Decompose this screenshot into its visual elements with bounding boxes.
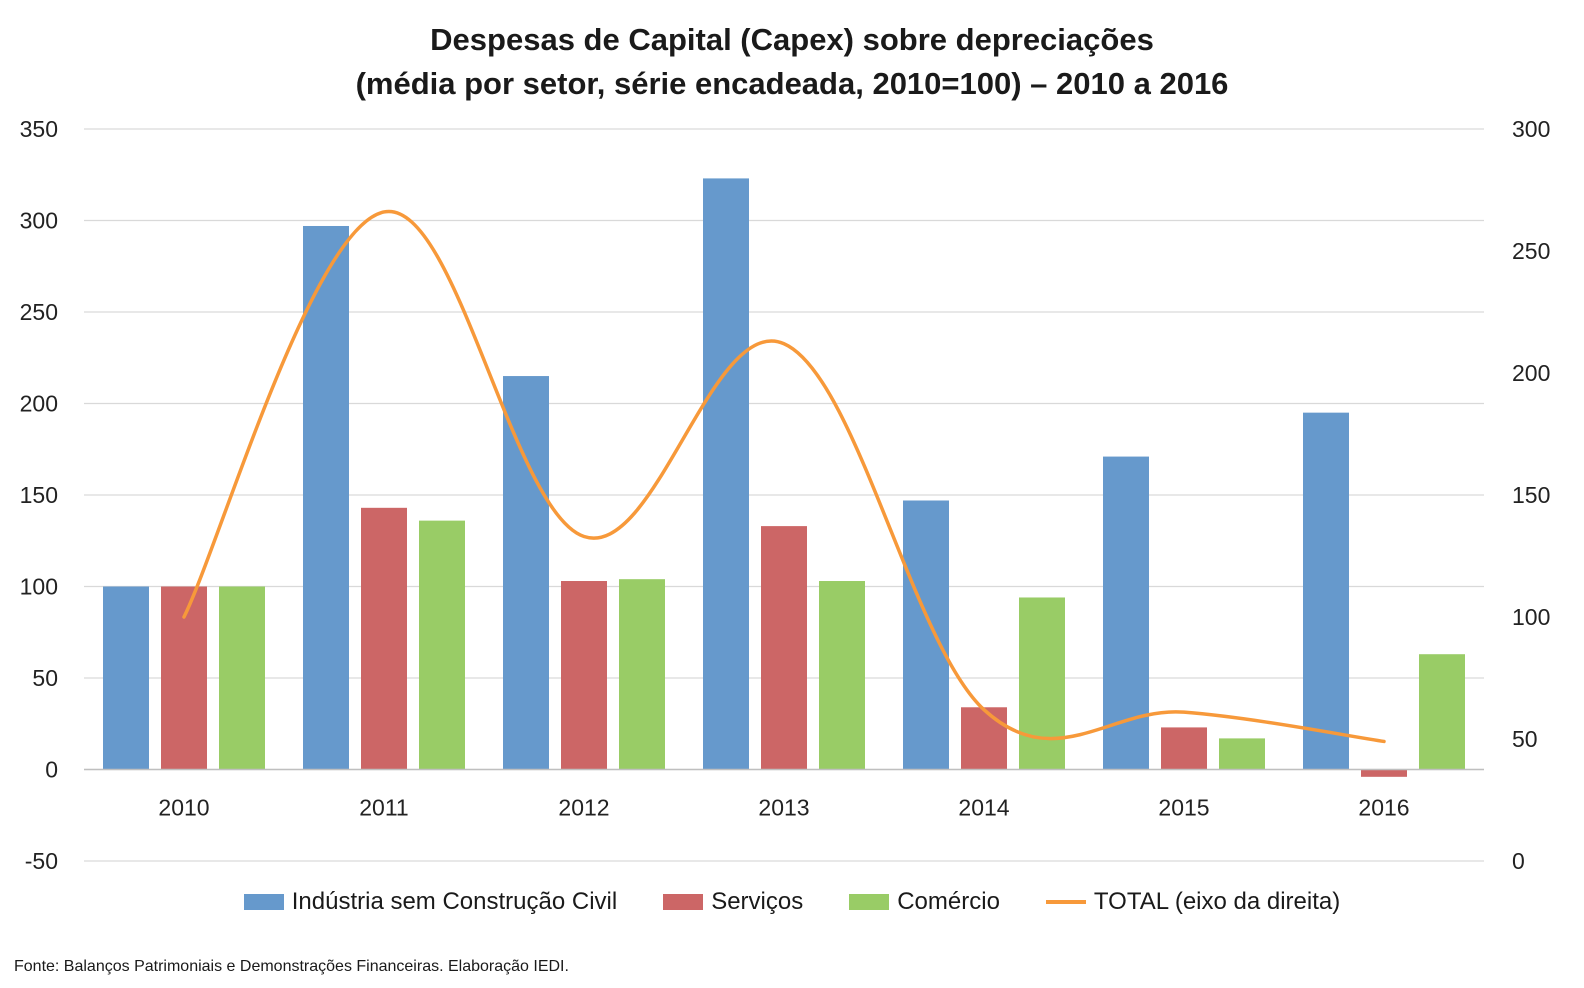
x-tick-label: 2011 [359, 795, 408, 821]
legend-item-industria: Indústria sem Construção Civil [243, 888, 618, 916]
bar-comércio [1019, 597, 1065, 770]
source-note: Fonte: Balanços Patrimoniais e Demonstra… [14, 958, 569, 975]
y-left-tick-label: 350 [20, 116, 58, 142]
y-left-tick-label: 250 [20, 299, 58, 325]
x-tick-label: 2015 [1158, 795, 1209, 821]
y-left-tick-label: 200 [20, 391, 58, 417]
bar-indústria [1103, 456, 1149, 770]
chart-title-line-2: (média por setor, série encadeada, 2010=… [355, 66, 1229, 101]
bar-indústria [503, 376, 549, 770]
bar-indústria [703, 178, 749, 770]
chart-title: Despesas de Capital (Capex) sobre deprec… [0, 18, 1584, 106]
legend-swatch-industria [243, 894, 284, 910]
legend-swatch-comercio [849, 894, 890, 910]
y-right-tick-label: 150 [1512, 482, 1550, 508]
legend-item-servicos: Serviços [663, 888, 803, 916]
bar-indústria [903, 500, 949, 770]
chart-title-line-1: Despesas de Capital (Capex) sobre deprec… [430, 22, 1154, 57]
bar-indústria [1303, 412, 1349, 770]
bar-serviços [1161, 727, 1207, 770]
x-tick-label: 2010 [158, 795, 209, 821]
bar-serviços [361, 507, 407, 770]
bar-comércio [1419, 654, 1465, 770]
bar-serviços [761, 526, 807, 770]
x-tick-label: 2014 [958, 795, 1009, 821]
legend-label-total: TOTAL (eixo da direita) [1093, 888, 1341, 915]
y-right-tick-label: 250 [1512, 238, 1550, 264]
bar-serviços [561, 581, 607, 770]
legend-item-comercio: Comércio [849, 888, 1000, 916]
legend-swatch-total [1045, 900, 1086, 904]
legend-label-comercio: Comércio [897, 888, 1000, 915]
y-right-tick-label: 300 [1512, 116, 1550, 142]
bar-serviços [1361, 769, 1407, 777]
bar-serviços [961, 707, 1007, 770]
bar-indústria [303, 225, 349, 770]
bar-comércio [219, 586, 265, 770]
bar-comércio [619, 579, 665, 770]
legend-label-industria: Indústria sem Construção Civil [291, 888, 618, 915]
legend-item-total: TOTAL (eixo da direita) [1045, 888, 1341, 916]
legend: Indústria sem Construção Civil Serviços … [0, 888, 1584, 916]
x-tick-label: 2013 [758, 795, 809, 821]
y-left-tick-label: -50 [25, 848, 58, 874]
y-left-tick-label: 100 [20, 574, 58, 600]
legend-swatch-servicos [663, 894, 704, 910]
y-right-tick-label: 200 [1512, 360, 1550, 386]
y-left-tick-label: 300 [20, 208, 58, 234]
y-right-tick-label: 50 [1512, 726, 1538, 752]
y-left-tick-label: 0 [45, 757, 58, 783]
legend-label-servicos: Serviços [711, 888, 804, 915]
bar-comércio [1219, 738, 1265, 770]
x-tick-label: 2012 [558, 795, 609, 821]
total-line [182, 210, 1386, 744]
y-right-tick-label: 0 [1512, 848, 1525, 874]
bar-indústria [103, 586, 149, 770]
bar-comércio [419, 520, 465, 770]
y-left-tick-label: 150 [20, 482, 58, 508]
bar-comércio [819, 581, 865, 770]
y-left-tick-label: 50 [32, 665, 58, 691]
x-tick-label: 2016 [1358, 795, 1409, 821]
y-right-tick-label: 100 [1512, 604, 1550, 630]
